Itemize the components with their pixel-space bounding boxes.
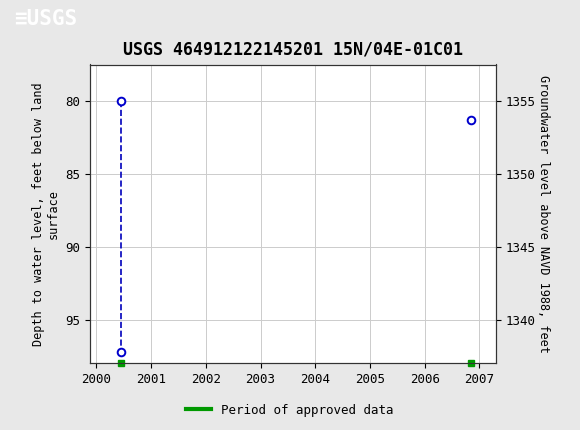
Text: ≡USGS: ≡USGS — [14, 9, 78, 29]
Y-axis label: Groundwater level above NAVD 1988, feet: Groundwater level above NAVD 1988, feet — [536, 75, 549, 353]
Legend: Period of approved data: Period of approved data — [181, 399, 399, 421]
Title: USGS 464912122145201 15N/04E-01C01: USGS 464912122145201 15N/04E-01C01 — [123, 41, 463, 59]
Y-axis label: Depth to water level, feet below land
surface: Depth to water level, feet below land su… — [32, 82, 60, 346]
